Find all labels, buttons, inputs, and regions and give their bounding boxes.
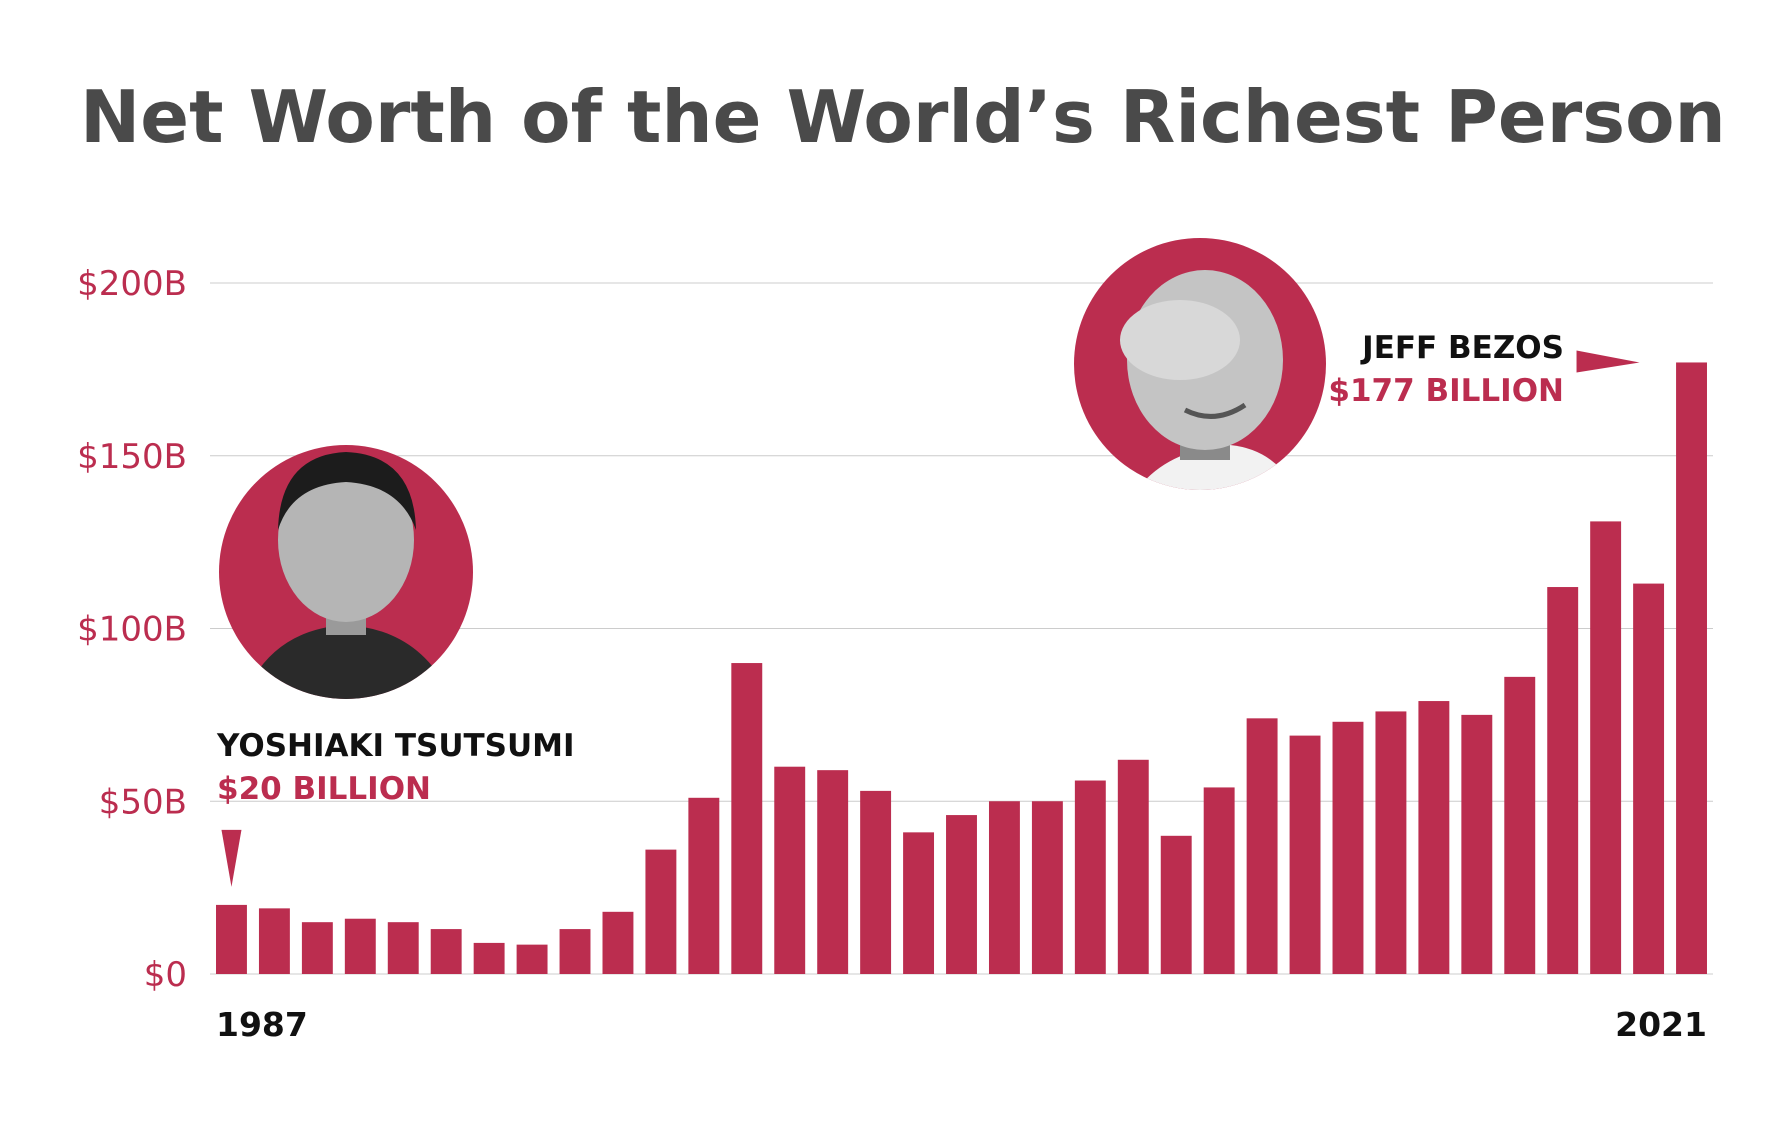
y-tick-label: $150B bbox=[77, 437, 187, 477]
bar bbox=[1633, 583, 1665, 974]
y-tick-label: $50B bbox=[99, 782, 187, 822]
chart-title: Net Worth of the World’s Richest Person bbox=[80, 75, 1726, 159]
annotation-name: YOSHIAKI TSUTSUMI bbox=[216, 728, 575, 764]
bar bbox=[216, 904, 247, 974]
y-tick-label: $100B bbox=[77, 610, 187, 650]
bar bbox=[1031, 801, 1063, 974]
annotations: YOSHIAKI TSUTSUMI $20 BILLION JEFF BEZOS… bbox=[216, 330, 1640, 887]
bar bbox=[1504, 676, 1536, 974]
bar bbox=[430, 929, 462, 974]
bar bbox=[1246, 718, 1278, 974]
bar bbox=[817, 770, 849, 974]
bar bbox=[516, 944, 548, 974]
bar bbox=[473, 942, 505, 974]
bar bbox=[645, 849, 677, 974]
x-tick-label: 1987 bbox=[216, 1005, 308, 1044]
bar bbox=[1676, 362, 1707, 975]
y-tick-label: $0 bbox=[144, 955, 187, 995]
bar bbox=[1332, 721, 1364, 974]
bar bbox=[1418, 701, 1450, 974]
x-tick-label: 2021 bbox=[1615, 1005, 1707, 1044]
annotation-label: $20 BILLION bbox=[217, 771, 431, 807]
portrait-bezos bbox=[1074, 238, 1326, 490]
grid: $0 $50B $100B $150B $200B bbox=[77, 264, 1713, 995]
bar bbox=[731, 663, 763, 974]
bar bbox=[344, 918, 376, 974]
bar bbox=[301, 922, 333, 974]
annotation-arrow bbox=[221, 829, 242, 887]
bars bbox=[216, 362, 1707, 975]
bar bbox=[774, 766, 806, 974]
bar bbox=[1375, 711, 1407, 974]
bar bbox=[860, 790, 892, 974]
annotation-label: $177 BILLION bbox=[1328, 373, 1564, 409]
bar bbox=[1590, 521, 1622, 974]
bar bbox=[387, 922, 419, 974]
bar bbox=[1117, 759, 1149, 974]
annotation-arrow bbox=[1576, 350, 1640, 373]
bar bbox=[688, 797, 720, 974]
bar bbox=[1203, 787, 1235, 974]
bar bbox=[946, 815, 977, 974]
bar bbox=[1289, 735, 1321, 974]
bar bbox=[1461, 714, 1493, 974]
bar bbox=[1547, 587, 1579, 974]
bar bbox=[258, 908, 290, 974]
bar bbox=[559, 929, 591, 974]
bar bbox=[988, 801, 1020, 974]
portrait-tsutsumi bbox=[219, 445, 473, 699]
bar bbox=[1160, 835, 1192, 974]
y-tick-label: $200B bbox=[77, 264, 187, 304]
bar bbox=[903, 832, 935, 974]
bar bbox=[602, 911, 634, 974]
bar bbox=[1074, 780, 1106, 974]
annotation-name: JEFF BEZOS bbox=[1360, 330, 1564, 366]
